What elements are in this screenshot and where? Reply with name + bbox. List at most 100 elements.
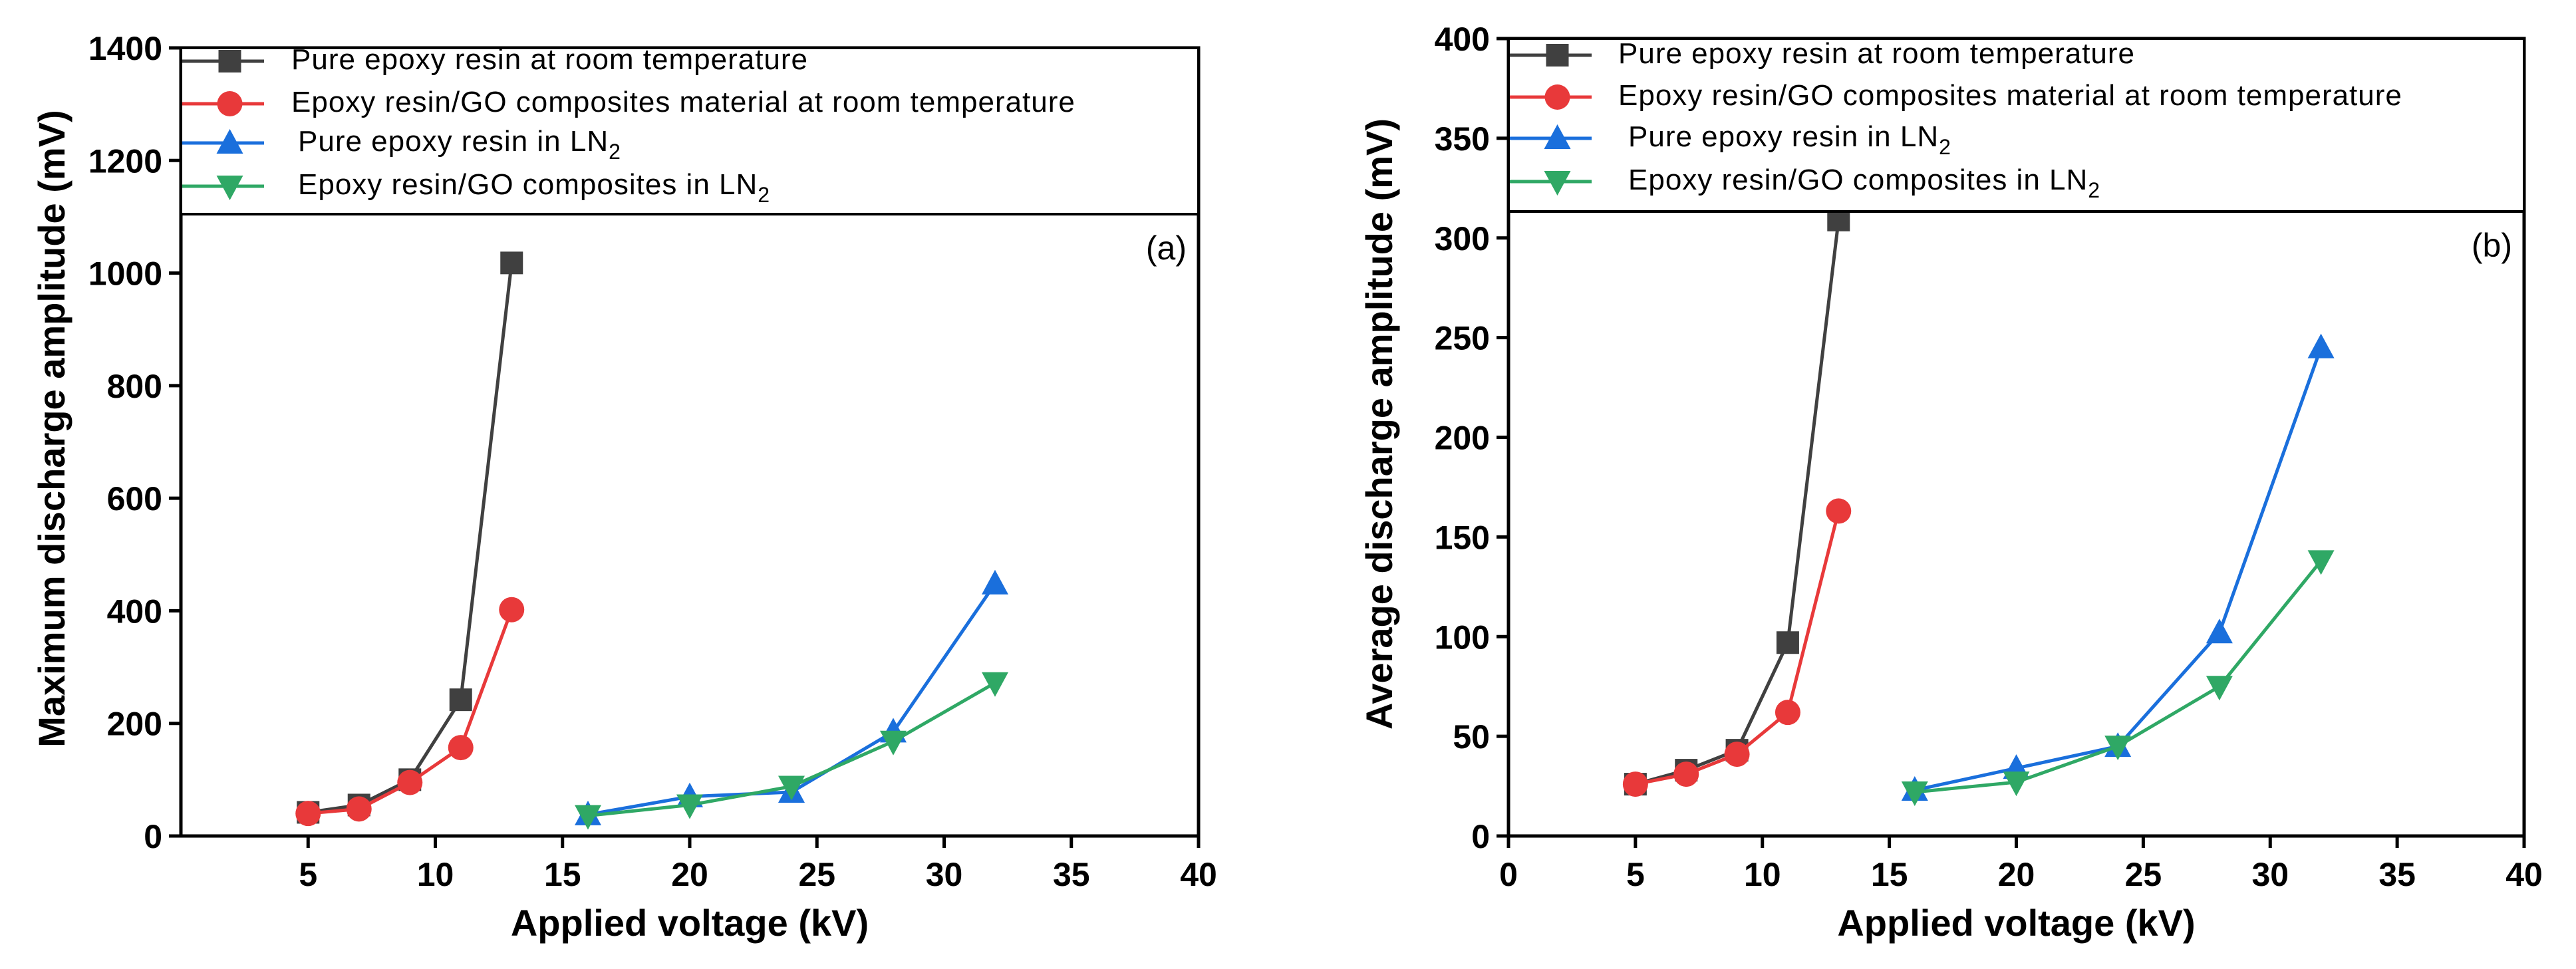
legend-entry-text: Epoxy resin/GO composites material at ro…	[291, 86, 1075, 118]
legend-entry-text: Pure epoxy resin at room temperature	[1618, 37, 2135, 70]
data-point	[1673, 761, 1699, 787]
series-line	[1914, 346, 2323, 792]
legend-entry: Pure epoxy resin at room temperature	[291, 43, 808, 76]
panel-label: (a)	[1146, 229, 1187, 267]
y-tick-label: 600	[107, 480, 162, 517]
series-line	[307, 263, 513, 814]
y-tick-label: 400	[1435, 21, 1490, 58]
x-tick-label: 35	[2378, 856, 2416, 893]
x-tick-label: 35	[1053, 856, 1090, 893]
y-tick-label: 0	[144, 818, 162, 855]
legend-entry-text: Pure epoxy resin in LN	[298, 125, 609, 158]
legend-entry-subscript: 2	[2088, 178, 2100, 202]
y-tick-label: 250	[1435, 320, 1490, 357]
legend-marker	[216, 129, 243, 154]
x-axis-label: Applied voltage (kV)	[511, 902, 869, 944]
data-point	[295, 801, 321, 827]
data-point	[1776, 631, 1799, 654]
legend-marker	[216, 176, 243, 200]
x-tick-label: 25	[798, 856, 835, 893]
data-point	[880, 730, 907, 756]
x-tick-label: 25	[2125, 856, 2162, 893]
data-point	[575, 805, 601, 830]
legend-marker	[1544, 84, 1570, 110]
y-tick-label: 1000	[88, 255, 162, 293]
legend-entry-text: Epoxy resin/GO composites material at ro…	[1618, 79, 2402, 112]
data-point	[2003, 771, 2030, 797]
x-tick-label: 20	[671, 856, 708, 893]
y-tick-label: 200	[107, 706, 162, 743]
x-tick-label: 5	[299, 856, 317, 893]
legend-box	[180, 47, 1200, 215]
data-point	[2307, 550, 2335, 575]
legend-entry-subscript: 2	[758, 183, 770, 207]
data-point	[2206, 619, 2233, 644]
data-point	[397, 769, 423, 795]
y-tick-label: 300	[1435, 220, 1490, 257]
legend-entry-text: Pure epoxy resin at room temperature	[291, 43, 808, 76]
x-tick-label: 30	[926, 856, 963, 893]
x-tick-label: 30	[2251, 856, 2289, 893]
data-point	[2206, 676, 2233, 701]
data-point	[500, 251, 523, 275]
y-axis-label: Maximum discharge amplitude (mV)	[31, 110, 72, 747]
y-tick-label: 400	[107, 593, 162, 630]
x-tick-label: 10	[1744, 856, 1781, 893]
legend-marker	[1544, 124, 1571, 149]
legend-entry: Epoxy resin/GO composites material at ro…	[1618, 79, 2402, 112]
data-point	[448, 735, 474, 761]
x-tick-label: 40	[1180, 856, 1217, 893]
data-point	[982, 672, 1008, 697]
data-point	[1775, 700, 1800, 726]
x-tick-label: 20	[1998, 856, 2035, 893]
legend-entry: Epoxy resin/GO composites in LN2	[1628, 164, 2100, 202]
legend-marker	[1546, 44, 1569, 67]
x-tick-label: 15	[544, 856, 581, 893]
legend-entry-text: Epoxy resin/GO composites in LN	[1628, 164, 2088, 196]
y-axis-label: Average discharge amplitude (mV)	[1358, 118, 1400, 730]
data-point	[1622, 771, 1648, 797]
chart-panel-b: 0 5 10 15 20 25 30 35 40050100150200250300350400…	[1358, 21, 2543, 944]
y-tick-label: 1200	[88, 142, 162, 180]
y-tick-label: 800	[107, 368, 162, 405]
legend-entry: Pure epoxy resin in LN2	[1628, 120, 1951, 159]
legend-box	[1507, 37, 2525, 213]
x-tick-label: 5	[1626, 856, 1645, 893]
legend-entry-text: Epoxy resin/GO composites in LN	[298, 168, 758, 201]
chart-panel-a: 5 10 15 20 25 30 35 400200400600800100012001400…	[31, 30, 1217, 944]
x-tick-label: 40	[2505, 856, 2543, 893]
data-point	[1901, 781, 1928, 807]
x-axis-label: Applied voltage (kV)	[1837, 902, 2195, 944]
legend-entry: Epoxy resin/GO composites in LN2	[298, 168, 770, 207]
x-tick-label: 0	[1499, 856, 1518, 893]
data-point	[676, 794, 703, 819]
y-tick-label: 200	[1435, 420, 1490, 457]
legend-entry-subscript: 2	[1939, 135, 1951, 159]
panel-label: (b)	[2472, 227, 2512, 264]
data-point	[1724, 742, 1750, 767]
data-point	[449, 688, 472, 712]
legend-marker	[218, 50, 241, 72]
legend-entry-text: Pure epoxy resin in LN	[1628, 120, 1939, 153]
legend-entry: Pure epoxy resin at room temperature	[1618, 37, 2135, 70]
legend-entry-subscript: 2	[609, 140, 621, 164]
x-tick-label: 15	[1871, 856, 1908, 893]
data-point	[1826, 498, 1852, 524]
y-tick-label: 100	[1435, 619, 1490, 656]
data-point	[778, 775, 805, 801]
x-tick-label: 10	[417, 856, 454, 893]
y-tick-label: 50	[1453, 718, 1490, 756]
series-line	[1635, 219, 1840, 786]
data-point	[499, 597, 525, 623]
data-point	[346, 796, 372, 822]
legend-entry: Pure epoxy resin in LN2	[298, 125, 621, 164]
y-tick-label: 1400	[88, 30, 162, 67]
data-point	[2307, 333, 2335, 358]
y-tick-label: 350	[1435, 120, 1490, 158]
legend-marker	[1544, 171, 1571, 196]
legend-marker	[217, 91, 243, 116]
y-tick-label: 0	[1471, 818, 1490, 855]
y-tick-label: 150	[1435, 519, 1490, 556]
legend-entry: Epoxy resin/GO composites material at ro…	[291, 86, 1075, 118]
